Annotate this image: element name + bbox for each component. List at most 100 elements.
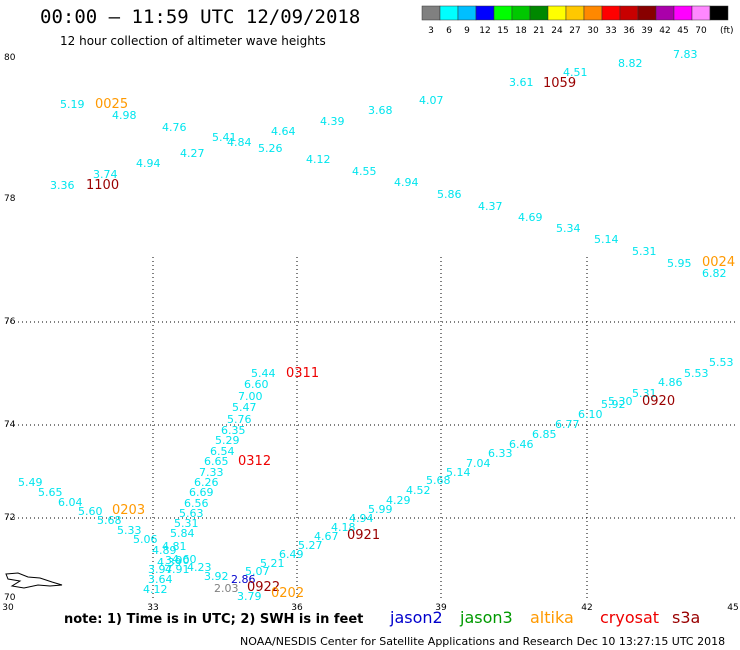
wave-height-label: 4.12 [306, 153, 331, 166]
legend-tick-label: 39 [641, 26, 653, 36]
lon-tick-label: 45 [727, 603, 738, 613]
map-subtitle: 12 hour collection of altimeter wave hei… [60, 34, 326, 48]
wave-height-label: 6.85 [532, 428, 557, 441]
wave-height-label: 5.76 [227, 413, 252, 426]
wave-height-label: 3.36 [50, 179, 75, 192]
wave-height-label: 5.31 [174, 517, 199, 530]
wave-height-label: 3.61 [509, 76, 534, 89]
pass-time-label: 1059 [543, 76, 576, 91]
wave-height-label: 3.97 [148, 563, 173, 576]
pass-time-label: 0312 [238, 454, 271, 469]
satellite-s3a-label: s3a [672, 608, 701, 627]
wave-height-label: 7.04 [466, 457, 491, 470]
wave-height-label: 6.65 [204, 455, 229, 468]
legend-tick-label: 9 [464, 26, 470, 36]
wave-height-label: 5.95 [667, 257, 692, 270]
wave-height-label: 4.64 [271, 125, 296, 138]
wave-height-label: 4.07 [419, 94, 444, 107]
legend-tick-label: 18 [515, 26, 527, 36]
pass-time-label: 0025 [95, 97, 128, 112]
wave-height-label: 5.06 [133, 533, 158, 546]
wave-height-label: 7.00 [238, 390, 263, 403]
wave-height-label: 6.69 [189, 486, 214, 499]
legend-swatch [529, 5, 549, 21]
wave-height-label: 5.14 [446, 466, 471, 479]
pass-time-label: 0920 [642, 394, 675, 409]
wave-height-label: 5.19 [60, 98, 85, 111]
wave-height-label: 5.86 [437, 188, 462, 201]
wave-height-label: 6.46 [509, 438, 534, 451]
legend-swatch [655, 5, 675, 21]
legend-tick-label: 70 [695, 26, 707, 36]
wave-height-label: 4.39 [320, 115, 345, 128]
wave-height-label: 4.27 [180, 147, 205, 160]
wave-height-labels: 5.19 4.98 4.76 5.414.84 4.64 4.27 5.26 4.39 3.68… [18, 48, 735, 603]
wave-height-label: 5.31 [632, 245, 657, 258]
satellite-jason3-label: jason3 [460, 608, 513, 627]
wave-height-label: 4.91 [165, 563, 190, 576]
legend-swatch [421, 5, 441, 21]
footer-credit: NOAA/NESDIS Center for Satellite Applica… [240, 635, 726, 648]
wave-height-label: 6.26 [194, 476, 219, 489]
pass-time-label: 0203 [112, 503, 145, 518]
wave-height-label: 6.54 [210, 445, 235, 458]
legend-swatch [547, 5, 567, 21]
lat-tick-label: 72 [4, 513, 15, 523]
wave-height-label: 7.83 [673, 48, 698, 61]
wave-height-label: 6.04 [58, 496, 83, 509]
wave-height-label: 5.68 [97, 514, 122, 527]
wave-height-label: 5.92 [601, 398, 626, 411]
satellite-jason2-label: jason2 [390, 608, 443, 627]
wave-height-label: 4.69 [518, 211, 543, 224]
legend-tick-label: 36 [623, 26, 635, 36]
wave-height-label: 5.53 [709, 356, 734, 369]
wave-height-label: 4.67 [314, 530, 339, 543]
wave-height-label: 5.27 [298, 539, 323, 552]
legend-tick-label: 33 [605, 26, 616, 36]
wave-height-label: 5.41 [212, 131, 237, 144]
wave-height-label: 4.23 [187, 561, 212, 574]
wave-height-label: 8.82 [618, 57, 643, 70]
footer-note: note: 1) Time is in UTC; 2) SWH is in fe… [64, 612, 364, 627]
legend-swatch [619, 5, 639, 21]
wave-height-label: 4.98 [112, 109, 137, 122]
legend-swatch [601, 5, 621, 21]
color-legend: 3 6 9 12 15 18 21 24 27 30 33 36 39 42 45 70 (ft) [421, 5, 734, 36]
wave-height-label: 5.34 [556, 222, 581, 235]
legend-tick-label: 30 [587, 26, 599, 36]
wave-height-label: 5.63 [179, 507, 204, 520]
legend-tick-label: 42 [659, 26, 670, 36]
lon-tick-label: 36 [291, 603, 303, 613]
lon-tick-label: 33 [147, 603, 158, 613]
wave-height-label: 6.60 [244, 378, 269, 391]
pass-time-label: 0202 [271, 586, 304, 601]
wave-height-label: 2.03 [214, 582, 239, 595]
legend-swatch [565, 5, 585, 21]
wave-height-label: 5.60 [78, 505, 103, 518]
legend-tick-label: 27 [569, 26, 580, 36]
wave-height-label: 5.21 [260, 557, 285, 570]
wave-height-label: 7.33 [199, 466, 224, 479]
coastline [5, 572, 63, 589]
wave-height-label: 6.77 [555, 418, 580, 431]
lat-tick-label: 76 [4, 317, 16, 327]
wave-height-label: 4.76 [162, 121, 187, 134]
legend-swatch [673, 5, 693, 21]
wave-height-label: 4.89 [152, 544, 177, 557]
wave-height-label: 5.44 [251, 367, 276, 380]
wave-height-label: 5.33 [117, 524, 142, 537]
wave-height-label: 3.68 [368, 104, 393, 117]
wave-height-label: 3.74 [93, 168, 118, 181]
legend-swatch [583, 5, 603, 21]
wave-height-label: 5.99 [368, 503, 393, 516]
wave-height-label: 3.90 [165, 554, 190, 567]
wave-height-label: 6.35 [221, 424, 246, 437]
wave-height-label: 6.33 [488, 447, 513, 460]
lat-tick-label: 70 [4, 593, 16, 603]
satellite-cryosat-label: cryosat [600, 608, 660, 627]
legend-tick-label: 45 [677, 26, 688, 36]
wave-height-label: 3.64 [148, 573, 173, 586]
legend-swatch [709, 5, 729, 21]
wave-height-label: 4.51 [563, 66, 588, 79]
